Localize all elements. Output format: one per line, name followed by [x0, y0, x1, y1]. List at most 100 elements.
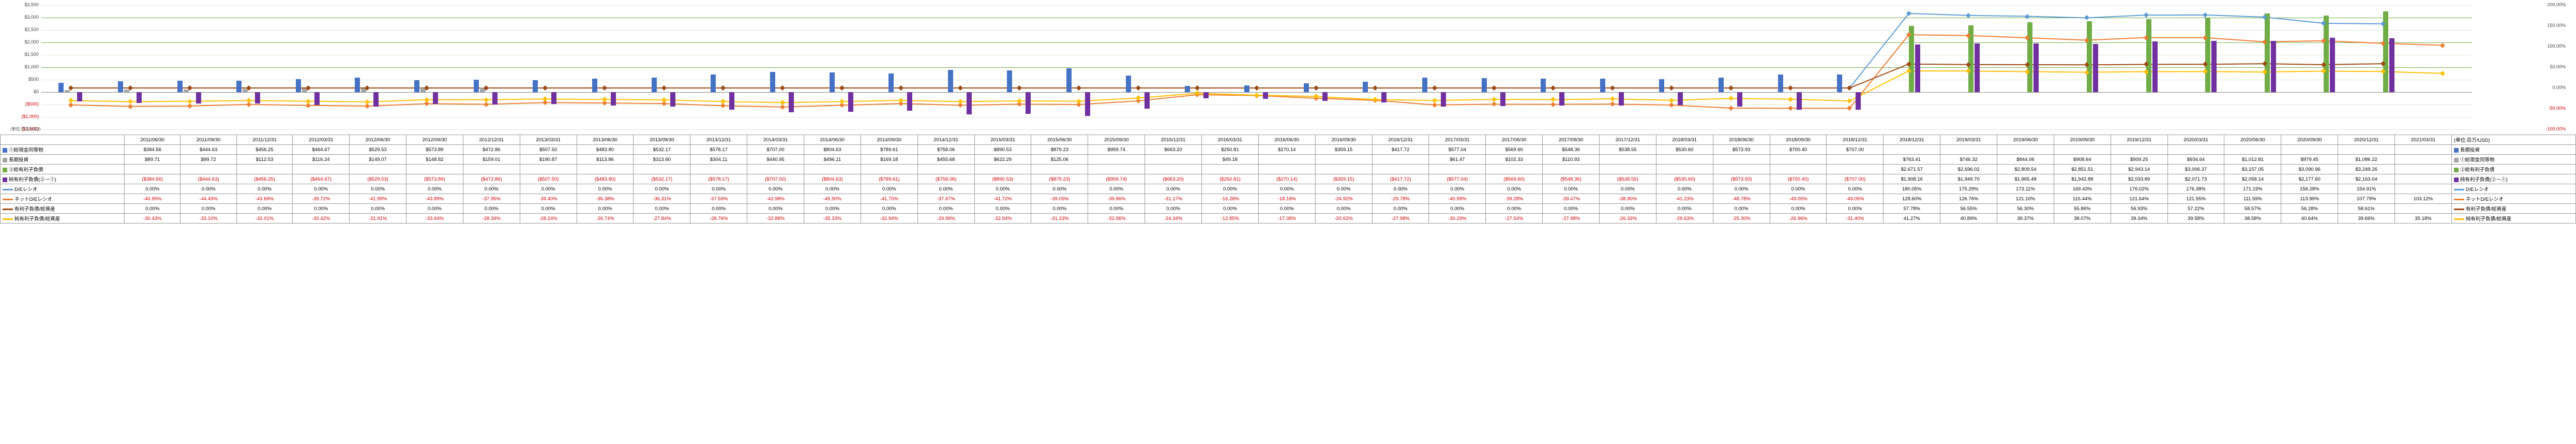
- period-header: 2013/12/31: [690, 135, 747, 145]
- bar-net: [2093, 44, 2098, 92]
- cell: 126.76%: [1940, 194, 1997, 204]
- bar-net: [1500, 92, 1505, 106]
- cell: $2,851.51: [2054, 165, 2111, 174]
- cell: [690, 165, 747, 174]
- cell: ($250.81): [1202, 174, 1259, 184]
- cell: $2,058.14: [2224, 174, 2281, 184]
- bar-net: [551, 92, 556, 104]
- cell: 0.00%: [861, 204, 917, 214]
- row-header-ibd_ta: 有利子負債/総資産: [1, 204, 125, 214]
- bar-net: [2033, 43, 2039, 92]
- cell: -29.99%: [917, 214, 974, 224]
- cell: $1,942.88: [2054, 174, 2111, 184]
- cell: -31.91%: [350, 214, 406, 224]
- cell: $2,177.60: [2281, 174, 2338, 184]
- bar-cash: [1719, 78, 1724, 92]
- cell: -44.49%: [180, 194, 236, 204]
- cell: $456.25: [236, 145, 292, 155]
- cell: -48.78%: [1713, 194, 1770, 204]
- cell: [1031, 165, 1088, 174]
- bar-net: [1381, 92, 1387, 102]
- cell: $102.33: [1486, 155, 1543, 165]
- cell: $483.80: [577, 145, 634, 155]
- cell: $2,943.14: [2111, 165, 2167, 174]
- cell: 0.00%: [634, 204, 690, 214]
- bar-net: [1737, 92, 1742, 107]
- cell: $532.17: [634, 145, 690, 155]
- cell: 39.66%: [2338, 214, 2395, 224]
- row-header-ltinv: 長期投資: [1, 155, 125, 165]
- cell: 0.00%: [1031, 184, 1088, 194]
- cell: [406, 165, 463, 174]
- cell: 0.00%: [804, 184, 861, 194]
- cell: [1713, 155, 1770, 165]
- bar-cash: [948, 70, 953, 92]
- cell: -33.10%: [180, 214, 236, 224]
- cell: $61.47: [1429, 155, 1486, 165]
- cell: $3,006.37: [2167, 165, 2224, 174]
- cell: $707.00: [1827, 145, 1884, 155]
- cell: -39.72%: [293, 194, 350, 204]
- period-header: 2016/09/30: [1315, 135, 1372, 145]
- cell: ($789.61): [861, 174, 917, 184]
- cell: 0.00%: [1656, 184, 1713, 194]
- period-header: 2011/12/31: [236, 135, 292, 145]
- cell: 0.00%: [463, 204, 520, 214]
- cell: 0.00%: [974, 184, 1031, 194]
- bar-net: [196, 92, 201, 103]
- cell: 0.00%: [917, 204, 974, 214]
- cell: [1486, 165, 1543, 174]
- bar-net: [1263, 92, 1268, 99]
- cell: [124, 165, 180, 174]
- cell: $1,086.22: [2338, 155, 2395, 165]
- bar-net: [670, 92, 675, 107]
- cell: 0.00%: [1770, 204, 1827, 214]
- cell: 0.00%: [1372, 204, 1429, 214]
- cell: 0.00%: [1258, 204, 1315, 214]
- cell: 0.00%: [520, 204, 577, 214]
- cell: [463, 165, 520, 174]
- bar-net: [255, 92, 260, 103]
- cell: $573.93: [1713, 145, 1770, 155]
- period-header: 2018/03/31: [1656, 135, 1713, 145]
- cell: ($529.53): [350, 174, 406, 184]
- cell: $110.93: [1543, 155, 1600, 165]
- cell: $2,163.04: [2338, 174, 2395, 184]
- cell: -20.62%: [1315, 214, 1372, 224]
- cell: $359.15: [1315, 145, 1372, 155]
- bar-cash: [1304, 83, 1309, 92]
- bar-cash: [1244, 85, 1249, 92]
- period-header: 2014/12/31: [917, 135, 974, 145]
- cell: ($472.86): [463, 174, 520, 184]
- cell: 57.22%: [2167, 204, 2224, 214]
- cell: -37.67%: [917, 194, 974, 204]
- cell: -37.59%: [690, 194, 747, 204]
- cell: 56.28%: [2281, 204, 2338, 214]
- bar-net: [1322, 92, 1328, 101]
- cell: $2,033.89: [2111, 174, 2167, 184]
- bar-cash: [1541, 79, 1546, 92]
- period-header: 2015/06/30: [1031, 135, 1088, 145]
- bar-cash: [177, 81, 183, 92]
- cell: ($483.80): [577, 174, 634, 184]
- bar-net: [1797, 92, 1802, 110]
- period-header: 2012/06/30: [350, 135, 406, 145]
- cell: -39.28%: [1486, 194, 1543, 204]
- bar-net: [77, 92, 82, 101]
- cell: $464.67: [293, 145, 350, 155]
- cell: $159.01: [463, 155, 520, 165]
- cell: $530.60: [1656, 145, 1713, 155]
- cell: ($417.72): [1372, 174, 1429, 184]
- cell: 0.00%: [1429, 204, 1486, 214]
- cell: [2395, 184, 2452, 194]
- cell: $112.53: [236, 155, 292, 165]
- cell: -45.90%: [804, 194, 861, 204]
- cell: 0.00%: [577, 204, 634, 214]
- bar-net: [1915, 45, 1920, 92]
- cell: 0.00%: [1088, 184, 1145, 194]
- cell: 176.02%: [2111, 184, 2167, 194]
- cell: -28.76%: [690, 214, 747, 224]
- data-table: 2011/06/302011/09/302011/12/312012/03/31…: [0, 135, 2576, 224]
- cell: 121.55%: [2167, 194, 2224, 204]
- cell: [1884, 145, 1940, 155]
